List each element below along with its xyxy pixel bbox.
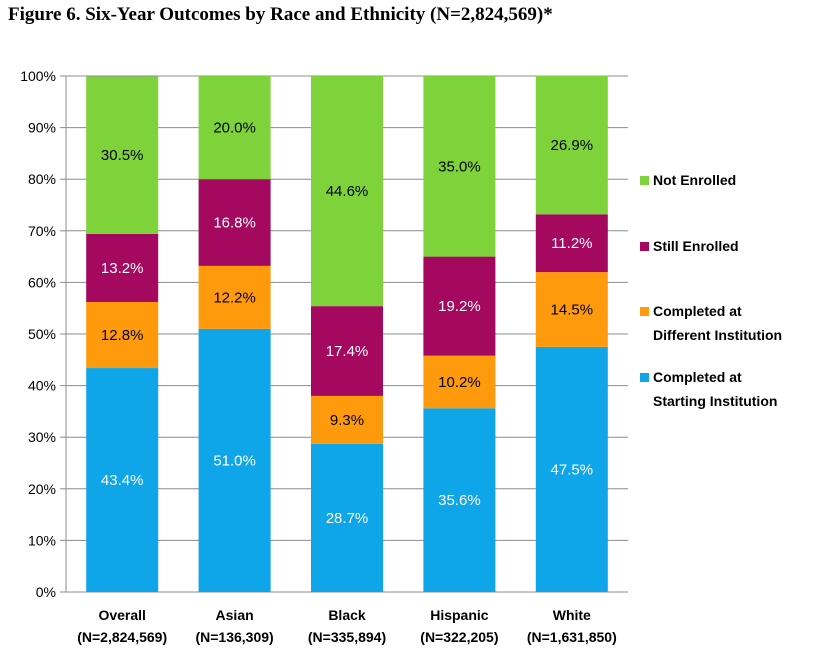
axes: 0% 10% 20% 30% 40% 50% 60% 70% 80% 90% 100% Overall… [20, 68, 617, 645]
y-tick-label: 70% [28, 223, 56, 239]
legend-swatch [640, 176, 649, 185]
bar-segment [198, 179, 271, 266]
bar-segment [198, 265, 271, 329]
y-tick-label: 0% [36, 584, 56, 600]
data-label: 44.6% [326, 183, 369, 200]
data-label: 35.0% [438, 158, 481, 175]
y-tick-label: 30% [28, 429, 56, 445]
data-label: 35.6% [438, 492, 481, 509]
bar-segment [311, 443, 383, 592]
data-label: 26.9% [551, 137, 594, 154]
legend-label: Completed at [653, 369, 742, 385]
legend-label: Not Enrolled [653, 172, 736, 188]
bar-segment [423, 355, 496, 409]
y-tick-label: 100% [20, 68, 56, 84]
y-tick-label: 90% [28, 120, 56, 136]
category-n-label: (N=322,205) [420, 629, 498, 645]
category-n-label: (N=2,824,569) [77, 629, 167, 645]
legend-label: Still Enrolled [653, 238, 739, 254]
data-label: 16.8% [213, 215, 256, 232]
y-tick-label: 20% [28, 481, 56, 497]
category-n-label: (N=1,631,850) [527, 629, 617, 645]
y-tick-label: 40% [28, 378, 56, 394]
bar-segment [535, 346, 608, 592]
bar-segment [311, 76, 383, 307]
data-label: 28.7% [326, 510, 369, 527]
legend-label: Completed at [653, 303, 742, 319]
bar-segment [423, 408, 496, 592]
data-label: 47.5% [551, 461, 594, 478]
bar-segment [86, 302, 159, 369]
category-label: Overall [98, 607, 145, 623]
bars: 43.4% 12.8% 13.2% 30.5% 51.0% 12.2% 16.8% 20.0%… [86, 75, 608, 592]
data-label: 14.5% [551, 301, 594, 318]
bar-segment [423, 76, 496, 257]
data-label: 20.0% [213, 120, 256, 137]
category-n-label: (N=335,894) [308, 629, 386, 645]
y-tick-label: 10% [28, 532, 56, 548]
y-tick-label: 50% [28, 326, 56, 342]
chart-title: Figure 6. Six-Year Outcomes by Race and … [8, 4, 553, 25]
data-label: 11.2% [551, 235, 592, 252]
category-label: Asian [216, 607, 254, 623]
bar-segment [311, 306, 383, 396]
data-label: 30.5% [101, 147, 144, 164]
legend-label: Different Institution [653, 327, 782, 343]
data-label: 10.2% [438, 374, 481, 391]
data-label: 13.2% [101, 260, 144, 277]
y-tick-label: 60% [28, 274, 56, 290]
legend-swatch [640, 307, 649, 316]
data-label: 19.2% [438, 298, 481, 315]
category-n-label: (N=136,309) [195, 629, 273, 645]
category-label: Black [328, 607, 366, 623]
bar-segment [423, 256, 496, 356]
legend-label: Starting Institution [653, 393, 777, 409]
data-label: 9.3% [330, 412, 364, 429]
legend: Not Enrolled Still Enrolled Completed at Di… [640, 172, 782, 409]
data-label: 12.2% [213, 289, 256, 306]
bar-segment [86, 233, 159, 303]
data-label: 51.0% [213, 452, 256, 469]
data-label: 43.4% [101, 472, 144, 489]
bar-segment [198, 76, 271, 180]
category-label: White [553, 607, 591, 623]
bar-segment [535, 75, 608, 215]
data-label: 17.4% [326, 343, 369, 360]
category-label: Hispanic [430, 607, 489, 623]
data-label: 12.8% [101, 327, 144, 344]
bar-segment [198, 328, 271, 592]
bar-segment [311, 395, 383, 444]
bar-segment [535, 214, 608, 273]
y-tick-label: 80% [28, 171, 56, 187]
bar-segment [86, 76, 159, 234]
bar-segment [86, 368, 159, 592]
legend-swatch [640, 242, 649, 251]
bar-segment [535, 272, 608, 347]
legend-swatch [640, 373, 649, 382]
